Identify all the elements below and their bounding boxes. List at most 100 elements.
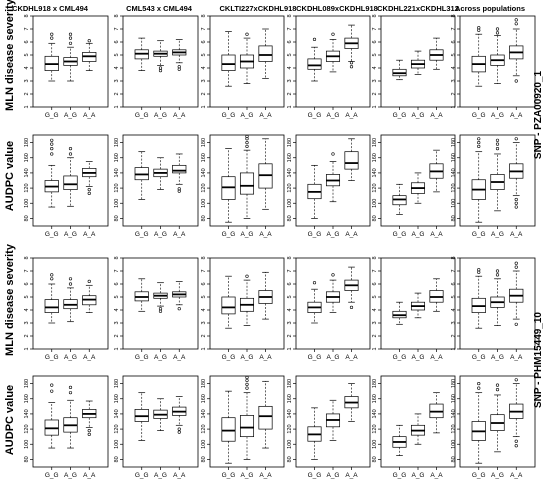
outlier-point: [177, 307, 181, 311]
y-tick-label: 1: [114, 105, 120, 108]
y-tick-label: 180: [287, 379, 293, 388]
y-tick-label: 120: [451, 183, 457, 192]
outlier-point: [514, 18, 518, 22]
outlier-point: [495, 388, 500, 392]
x-tick-label: G_G: [472, 354, 486, 361]
y-tick-label: 180: [372, 379, 378, 388]
outlier-point: [495, 273, 500, 277]
y-tick-label: 100: [24, 199, 30, 208]
x-tick-label: A_G: [411, 354, 424, 361]
y-tick-label: 4: [372, 66, 378, 69]
y-tick-label: 6: [201, 40, 207, 43]
outlier-point: [87, 432, 91, 436]
y-tick-label: 6: [114, 282, 120, 285]
y-tick-label: 4: [287, 308, 293, 311]
x-tick-label: G_G: [135, 112, 149, 119]
y-tick-label: 160: [451, 394, 457, 403]
box-G_G: [471, 268, 486, 329]
column-title: CKLTI227xCKDHL918: [220, 4, 297, 13]
box-A_G: [63, 32, 78, 82]
outlier-point: [514, 439, 518, 443]
outlier-point: [514, 197, 518, 202]
x-tick-label: A_A: [510, 354, 523, 361]
box-A_A: [82, 279, 97, 313]
outlier-point: [477, 381, 481, 386]
outlier-point: [177, 67, 181, 71]
y-tick-label: 5: [24, 53, 30, 56]
panel: 80 100 120 140 160 180 G_G A_G A_A: [451, 134, 536, 238]
y-tick-label: 5: [372, 53, 378, 56]
box-A_A: [258, 380, 273, 449]
box-G_G: [471, 26, 486, 87]
outlier-point: [312, 37, 317, 42]
x-tick-label: A_G: [64, 472, 77, 479]
y-tick-label: 4: [114, 66, 120, 69]
outlier-point: [514, 205, 518, 209]
box-G_G: [44, 138, 59, 208]
y-tick-label: 8: [372, 256, 378, 259]
box-A_A: [258, 28, 273, 79]
box-A_A: [509, 261, 524, 326]
y-tick-label: 80: [114, 215, 120, 221]
y-tick-label: 140: [24, 168, 30, 177]
box-G_G: [392, 183, 407, 215]
box-G_G: [307, 164, 322, 219]
x-tick-label: A_G: [491, 472, 504, 479]
y-tick-label: 4: [201, 308, 207, 311]
y-tick-label: 7: [24, 269, 30, 272]
box-G_G: [471, 137, 486, 223]
y-tick-label: 3: [201, 79, 207, 82]
y-tick-label: 1: [372, 347, 378, 350]
y-tick-label: 2: [287, 92, 293, 95]
x-tick-label: G_G: [45, 472, 59, 479]
y-tick-label: 160: [451, 153, 457, 162]
box-A_A: [429, 37, 444, 70]
y-tick-label: 8: [287, 14, 293, 17]
y-tick-label: 180: [24, 138, 30, 147]
outlier-point: [50, 277, 54, 281]
x-tick-label: A_G: [326, 472, 339, 479]
panel: 1 2 3 4 5 6 7 8 G_G A_G A_A: [287, 256, 371, 361]
y-tick-label: 2: [201, 92, 207, 95]
y-tick-label: 5: [201, 295, 207, 298]
x-tick-label: A_A: [259, 472, 272, 479]
y-tick-label: 2: [372, 334, 378, 337]
x-tick-label: A_G: [326, 112, 339, 119]
iqr-box: [44, 299, 59, 313]
x-tick-label: A_G: [491, 112, 504, 119]
outlier-point: [68, 391, 73, 395]
outlier-point: [495, 383, 500, 387]
y-tick-label: 80: [451, 215, 457, 221]
y-tick-label: 8: [287, 256, 293, 259]
iqr-box: [258, 405, 273, 430]
outlier-point: [477, 137, 481, 141]
y-tick-label: 140: [114, 168, 120, 177]
column-title: CML543 x CML494: [126, 4, 193, 13]
y-tick-label: 8: [201, 14, 207, 17]
y-tick-label: 180: [201, 138, 207, 147]
x-tick-label: G_G: [135, 472, 149, 479]
outlier-point: [87, 188, 91, 192]
x-tick-label: G_G: [393, 231, 407, 238]
iqr-box: [239, 415, 255, 438]
y-tick-label: 1: [201, 347, 207, 350]
x-tick-label: G_G: [45, 112, 59, 119]
panel: 1 2 3 4 5 6 7 8 G_G A_G A_A: [201, 14, 285, 119]
y-tick-label: 7: [114, 269, 120, 272]
y-tick-label: 180: [24, 379, 30, 388]
panel: 1 2 3 4 5 6 7 8 G_G A_G A_A: [287, 14, 371, 119]
x-tick-label: A_A: [345, 472, 358, 479]
y-tick-label: 3: [201, 321, 207, 324]
y-tick-label: 160: [201, 394, 207, 403]
row-ylabel: MLN disease severity: [4, 0, 16, 111]
y-tick-label: 2: [287, 334, 293, 337]
y-tick-label: 6: [451, 282, 457, 285]
x-tick-label: G_G: [308, 472, 322, 479]
y-tick-label: 2: [372, 92, 378, 95]
outlier-point: [158, 66, 163, 70]
x-tick-label: A_G: [154, 354, 167, 361]
box-A_A: [172, 39, 187, 71]
panel-frame: [122, 375, 199, 468]
y-tick-label: 120: [287, 424, 293, 433]
box-G_G: [134, 392, 149, 441]
